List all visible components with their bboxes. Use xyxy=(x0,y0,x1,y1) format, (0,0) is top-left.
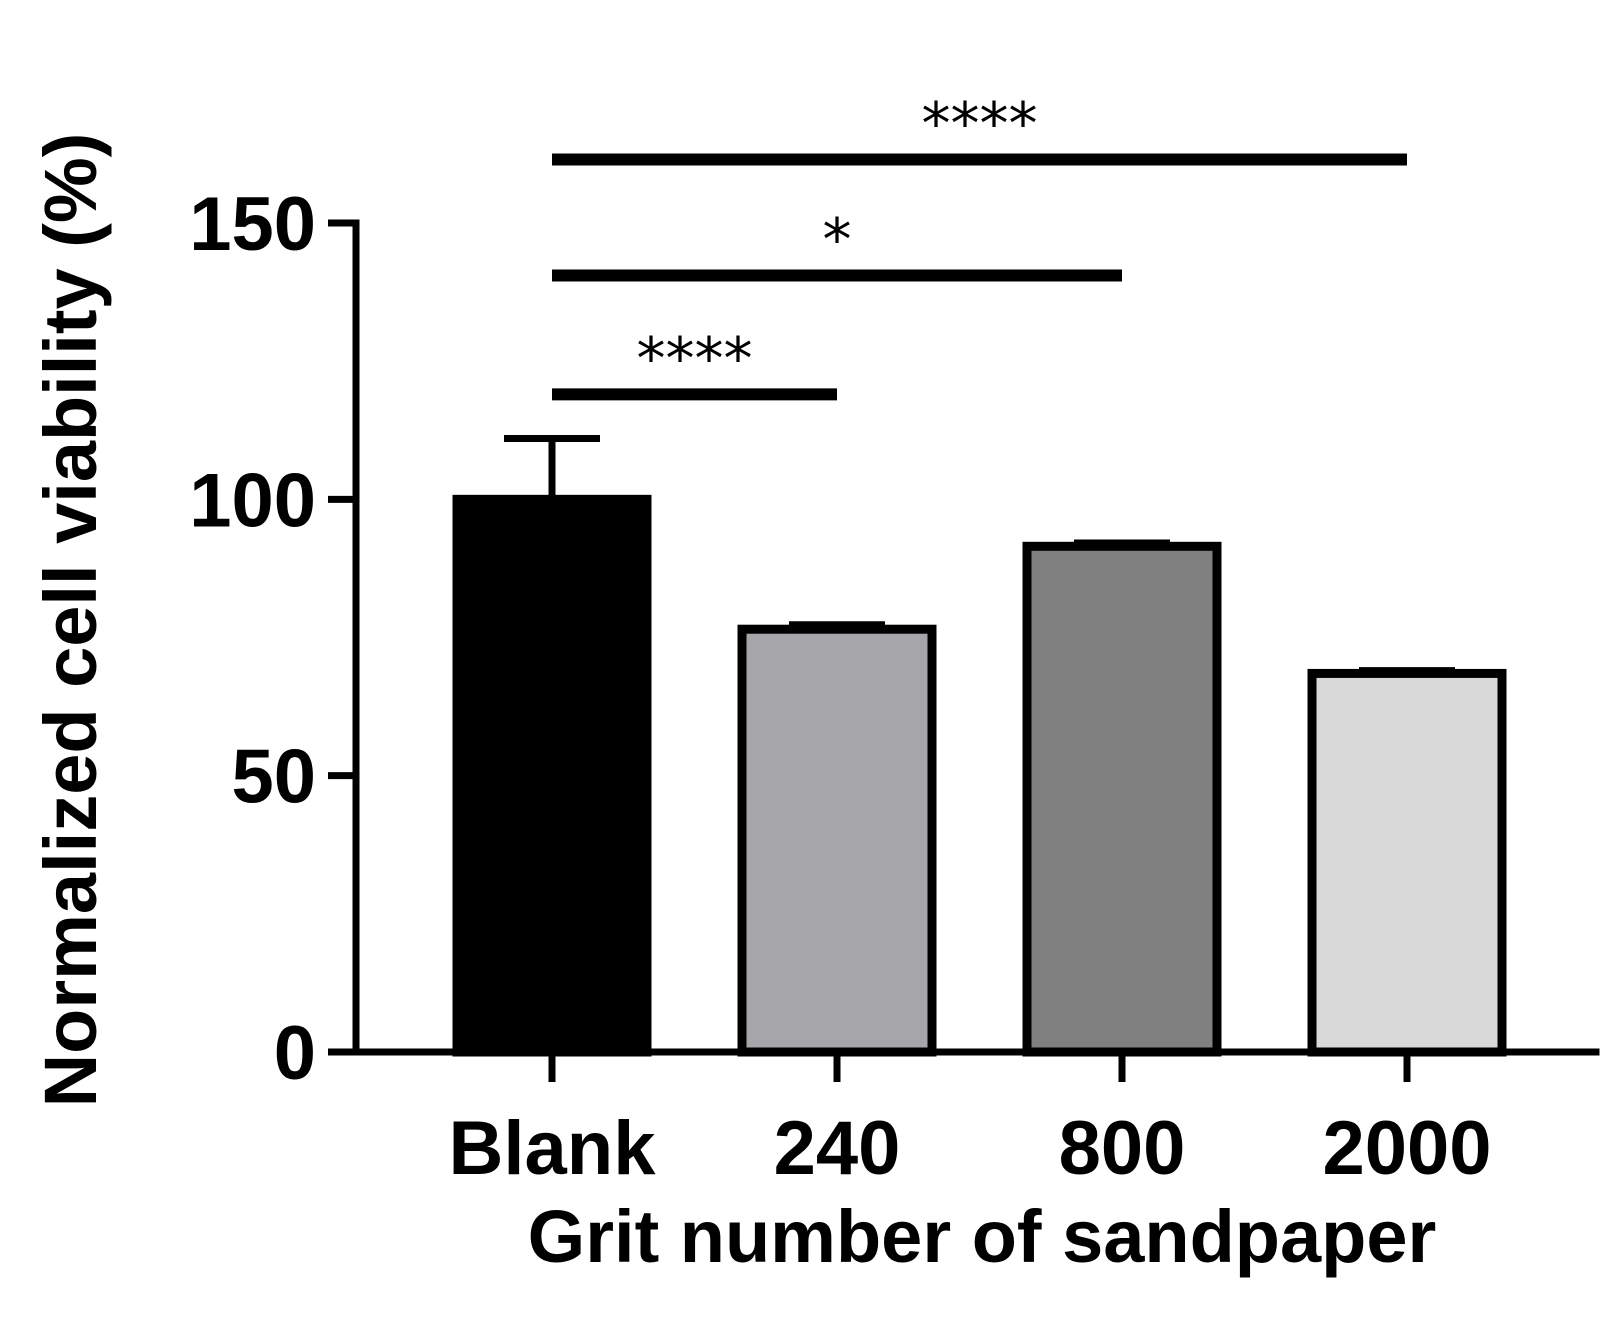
x-axis-title: Grit number of sandpaper xyxy=(528,1195,1437,1278)
bar-240 xyxy=(737,624,937,1057)
x-tick-label: 2000 xyxy=(1322,1106,1491,1191)
x-ticks-layer: Blank 240 800 2000 xyxy=(449,1052,1492,1191)
y-axis-title: Normalized cell viability (%) xyxy=(29,133,112,1108)
error-bars-layer xyxy=(504,435,1455,675)
bars-layer xyxy=(452,494,1507,1057)
significance-layer: ********* xyxy=(552,89,1407,401)
significance-label: **** xyxy=(637,324,753,392)
y-ticks-layer: 0 50 100 150 xyxy=(189,182,356,1096)
y-tick-label: 0 xyxy=(274,1011,316,1096)
bar-blank xyxy=(452,494,652,1057)
y-tick-label: 100 xyxy=(189,458,316,543)
axes-layer xyxy=(352,219,1600,1056)
x-tick-label: 800 xyxy=(1059,1106,1186,1191)
bar-2000 xyxy=(1307,668,1507,1057)
x-tick-label: Blank xyxy=(449,1106,657,1191)
y-tick-label: 50 xyxy=(231,735,316,820)
bar-800 xyxy=(1022,541,1222,1057)
x-tick-label: 240 xyxy=(774,1106,901,1191)
y-tick-label: 150 xyxy=(189,182,316,267)
significance-label: * xyxy=(823,206,852,274)
significance-label: **** xyxy=(922,89,1038,157)
